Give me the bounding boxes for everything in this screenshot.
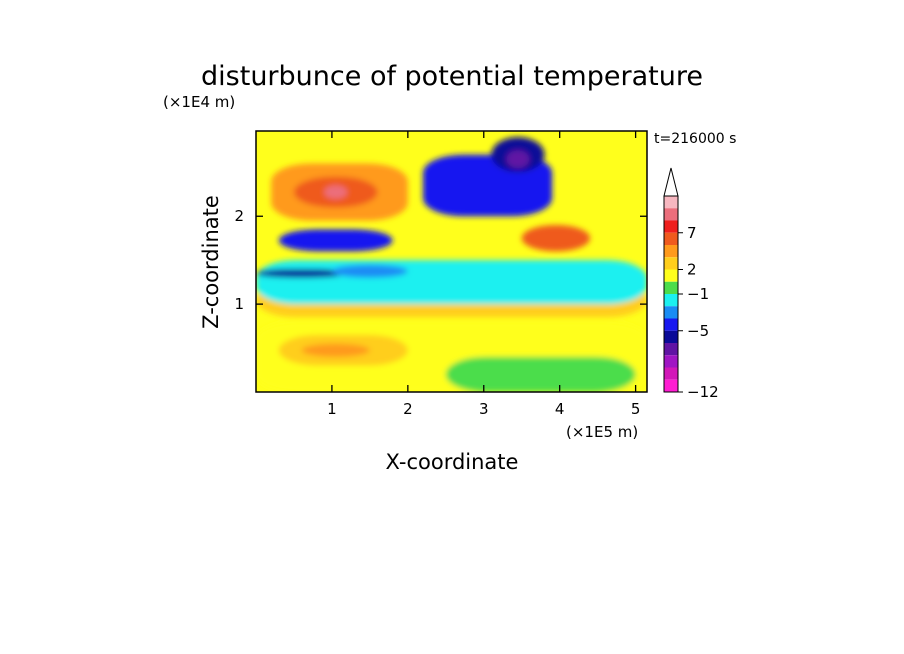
y-axis-label: Z-coordinate [199, 195, 223, 329]
colorbar-swatch [664, 343, 678, 356]
x-tick-label: 1 [327, 400, 337, 418]
x-unit-label: (×1E5 m) [566, 423, 638, 441]
heatmap-region [256, 268, 348, 278]
colorbar-label: 7 [687, 224, 697, 242]
heatmap-region [301, 343, 370, 357]
heatmap-field [256, 131, 647, 392]
colorbar-swatch [664, 318, 678, 331]
colorbar-label: −5 [687, 322, 709, 340]
colorbar-swatch [664, 269, 678, 282]
x-tick-label: 5 [631, 400, 641, 418]
heatmap-region [445, 356, 636, 392]
y-tick-label: 2 [234, 207, 244, 225]
colorbar-swatch [664, 196, 678, 209]
colorbar-swatch [664, 367, 678, 380]
y-tick-label: 1 [234, 295, 244, 313]
colorbar-swatch [664, 294, 678, 307]
x-tick-label: 3 [479, 400, 489, 418]
colorbar-swatch [664, 232, 678, 245]
heatmap-regions [256, 137, 647, 392]
heatmap-region [256, 260, 647, 305]
x-axis-ticks: 1 2 3 4 5 [327, 131, 640, 418]
colorbar-swatch [664, 257, 678, 270]
colorbar-arrow [663, 167, 679, 197]
heatmap-region [536, 229, 583, 243]
colorbar-swatch [664, 306, 678, 319]
colorbar-label: 2 [687, 261, 697, 279]
chart-title: disturbunce of potential temperature [201, 61, 703, 92]
colorbar-swatch [664, 330, 678, 343]
heatmap-region [331, 264, 408, 278]
x-axis-label: X-coordinate [386, 450, 519, 474]
x-tick-label: 4 [555, 400, 565, 418]
colorbar-label: −1 [687, 285, 709, 303]
time-label: t=216000 s [654, 131, 736, 147]
colorbar: 7 2 −1 −5 −12 [663, 167, 719, 401]
y-axis-ticks: 12 [234, 207, 647, 313]
heatmap-region [278, 229, 393, 252]
colorbar-swatch [664, 245, 678, 258]
colorbar-swatch [664, 208, 678, 221]
y-unit-label: (×1E4 m) [163, 93, 235, 111]
colorbar-swatch [664, 220, 678, 233]
heatmap-region [324, 185, 348, 199]
colorbar-swatch [664, 281, 678, 294]
heatmap-region [506, 150, 530, 168]
plot-frame [255, 130, 648, 393]
x-tick-label: 2 [403, 400, 413, 418]
colorbar-swatch [664, 355, 678, 368]
colorbar-swatch [664, 379, 678, 392]
colorbar-label: −12 [687, 383, 719, 401]
